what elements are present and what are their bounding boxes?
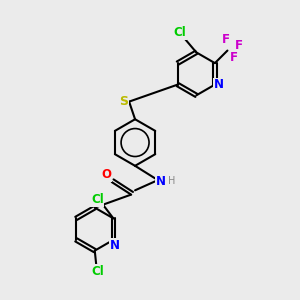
Text: N: N (214, 78, 224, 91)
Text: Cl: Cl (173, 26, 186, 39)
Text: N: N (155, 175, 166, 188)
Text: Cl: Cl (92, 265, 104, 278)
Text: N: N (110, 239, 120, 252)
Text: F: F (230, 51, 238, 64)
Text: S: S (119, 95, 128, 108)
Text: F: F (222, 33, 230, 46)
Text: Cl: Cl (91, 194, 103, 206)
Text: H: H (168, 176, 176, 186)
Text: F: F (235, 39, 243, 52)
Text: O: O (102, 168, 112, 181)
